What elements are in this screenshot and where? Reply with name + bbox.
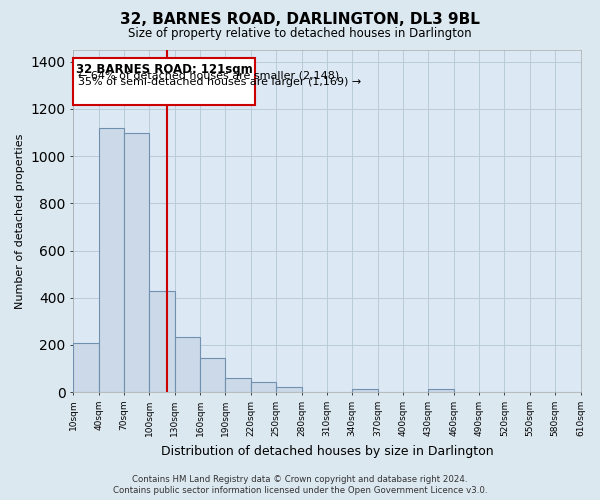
Bar — [352, 389, 377, 392]
Bar — [428, 390, 454, 392]
Bar — [73, 342, 98, 392]
Bar — [175, 336, 200, 392]
Text: 35% of semi-detached houses are larger (1,169) →: 35% of semi-detached houses are larger (… — [79, 77, 362, 87]
Bar — [73, 58, 255, 106]
Text: 32 BARNES ROAD: 121sqm: 32 BARNES ROAD: 121sqm — [76, 62, 253, 76]
Bar — [149, 290, 175, 392]
Bar — [226, 378, 251, 392]
Text: Size of property relative to detached houses in Darlington: Size of property relative to detached ho… — [128, 28, 472, 40]
Bar — [98, 128, 124, 392]
Text: Contains HM Land Registry data © Crown copyright and database right 2024.: Contains HM Land Registry data © Crown c… — [132, 475, 468, 484]
X-axis label: Distribution of detached houses by size in Darlington: Distribution of detached houses by size … — [161, 444, 493, 458]
Text: Contains public sector information licensed under the Open Government Licence v3: Contains public sector information licen… — [113, 486, 487, 495]
Bar — [124, 132, 149, 392]
Text: ← 64% of detached houses are smaller (2,148): ← 64% of detached houses are smaller (2,… — [79, 70, 340, 80]
Bar — [251, 382, 276, 392]
Bar — [276, 388, 302, 392]
Y-axis label: Number of detached properties: Number of detached properties — [15, 134, 25, 309]
Text: 32, BARNES ROAD, DARLINGTON, DL3 9BL: 32, BARNES ROAD, DARLINGTON, DL3 9BL — [120, 12, 480, 28]
Bar — [200, 358, 226, 392]
